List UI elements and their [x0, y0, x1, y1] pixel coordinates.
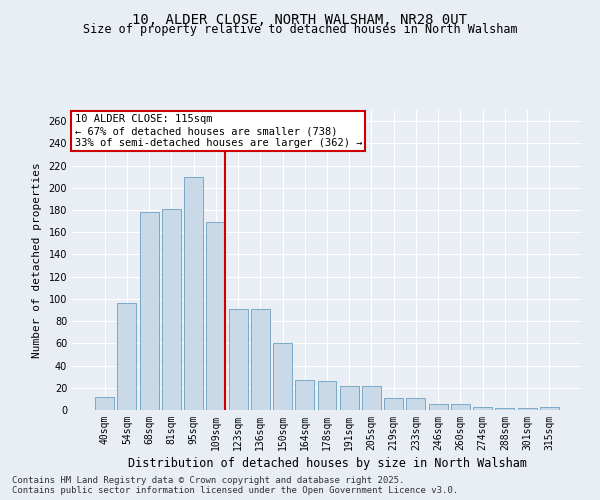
Y-axis label: Number of detached properties: Number of detached properties — [32, 162, 41, 358]
Bar — [406, 398, 425, 410]
Bar — [184, 176, 203, 410]
Bar — [473, 406, 492, 410]
Bar — [118, 304, 136, 410]
Bar — [295, 380, 314, 410]
Bar — [317, 381, 337, 410]
Bar — [206, 222, 225, 410]
Bar — [384, 398, 403, 410]
Text: Size of property relative to detached houses in North Walsham: Size of property relative to detached ho… — [83, 22, 517, 36]
Bar — [340, 386, 359, 410]
Bar — [496, 408, 514, 410]
Bar — [451, 404, 470, 410]
X-axis label: Distribution of detached houses by size in North Walsham: Distribution of detached houses by size … — [128, 457, 527, 470]
Bar — [251, 309, 270, 410]
Bar — [540, 406, 559, 410]
Bar — [429, 404, 448, 410]
Text: Contains HM Land Registry data © Crown copyright and database right 2025.
Contai: Contains HM Land Registry data © Crown c… — [12, 476, 458, 495]
Bar — [95, 396, 114, 410]
Bar — [229, 309, 248, 410]
Bar — [273, 344, 292, 410]
Bar — [162, 209, 181, 410]
Bar — [140, 212, 158, 410]
Text: 10 ALDER CLOSE: 115sqm
← 67% of detached houses are smaller (738)
33% of semi-de: 10 ALDER CLOSE: 115sqm ← 67% of detached… — [74, 114, 362, 148]
Bar — [518, 408, 536, 410]
Text: 10, ALDER CLOSE, NORTH WALSHAM, NR28 0UT: 10, ALDER CLOSE, NORTH WALSHAM, NR28 0UT — [133, 12, 467, 26]
Bar — [362, 386, 381, 410]
